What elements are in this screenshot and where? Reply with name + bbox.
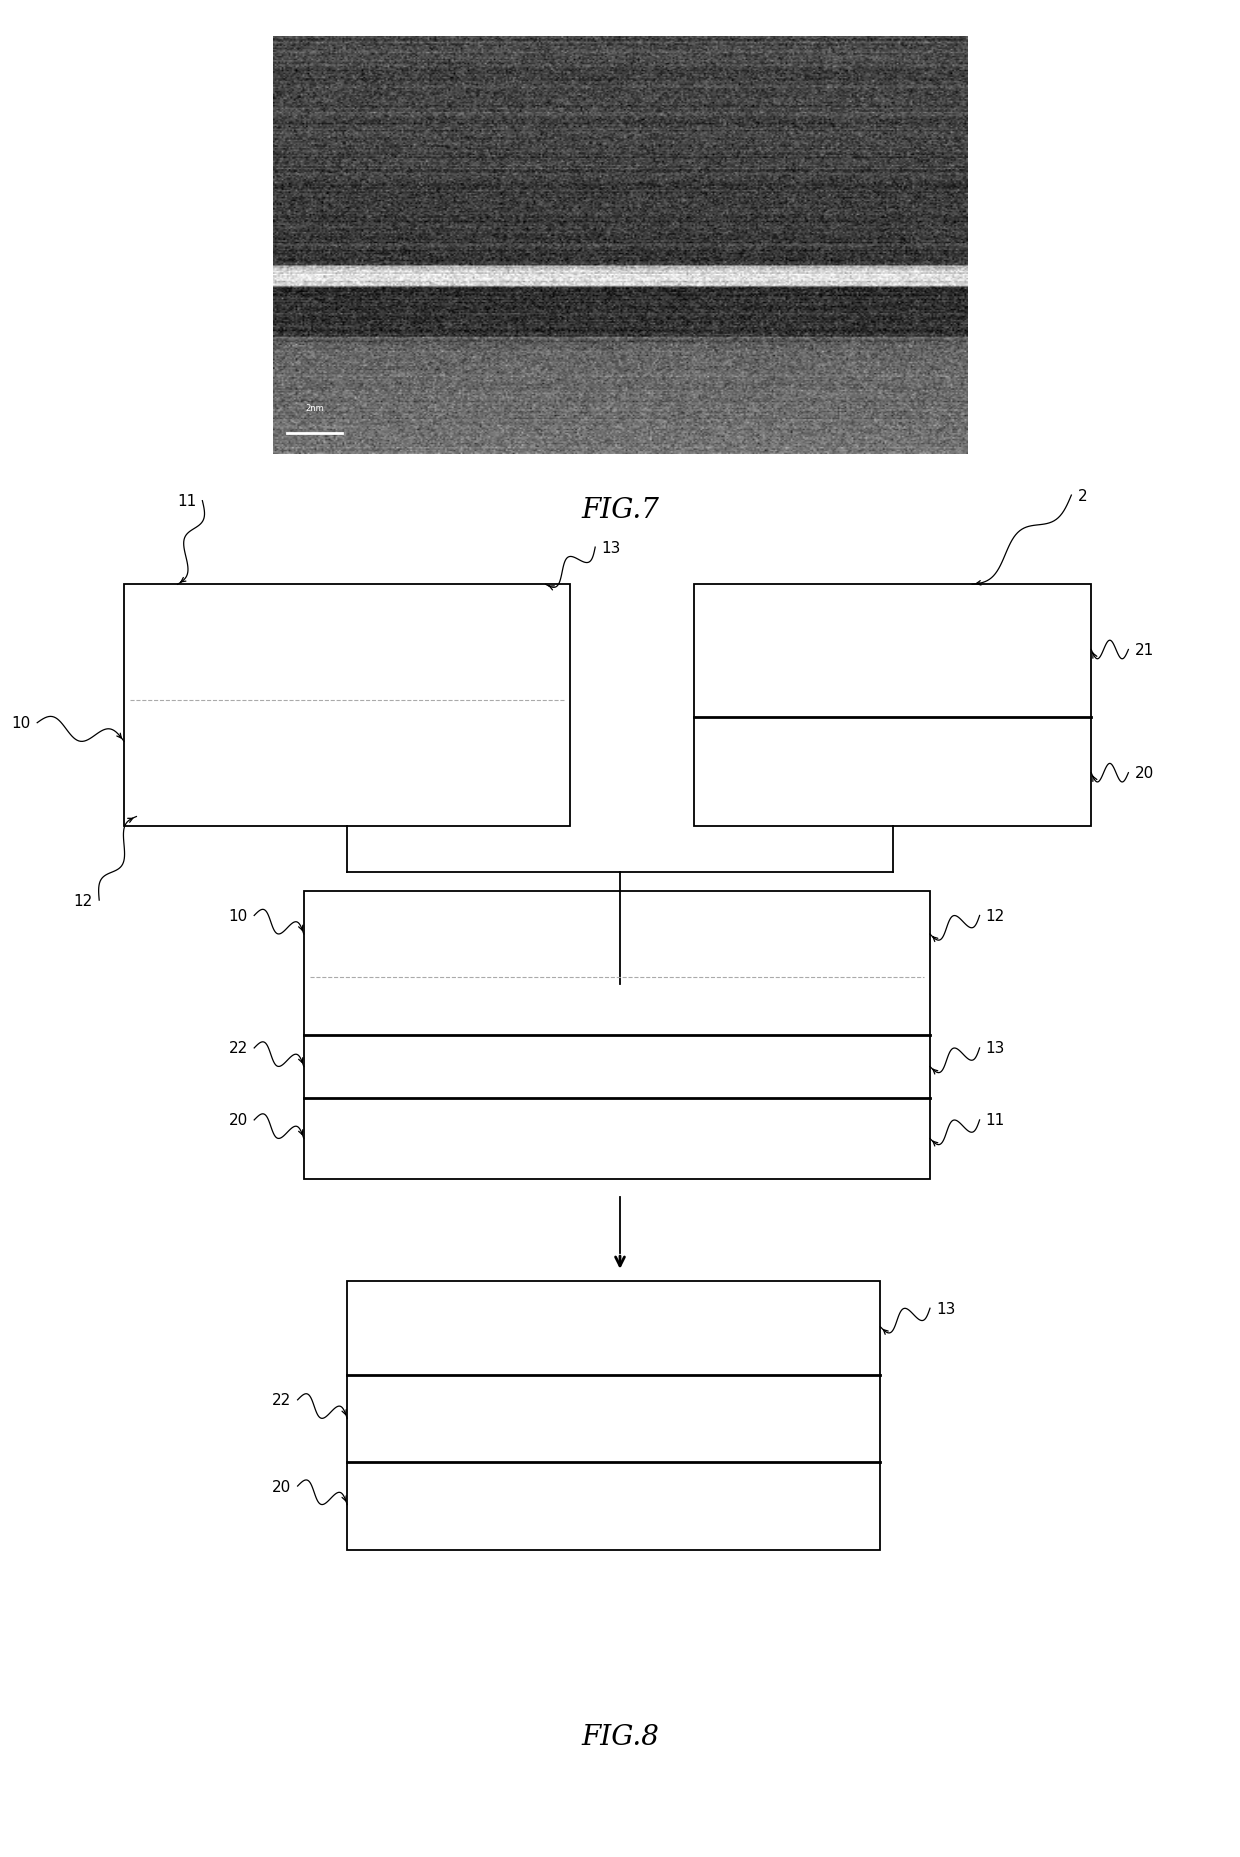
Text: FIG.7: FIG.7 bbox=[582, 498, 658, 524]
Text: 11: 11 bbox=[177, 494, 196, 509]
Text: 21: 21 bbox=[1135, 643, 1154, 657]
Text: FIG.8: FIG.8 bbox=[582, 1723, 658, 1749]
Text: 13: 13 bbox=[986, 1042, 1006, 1057]
Text: 10: 10 bbox=[11, 715, 31, 732]
Text: 22: 22 bbox=[228, 1042, 248, 1057]
Text: 13: 13 bbox=[601, 540, 621, 555]
Text: 22: 22 bbox=[272, 1393, 291, 1408]
Text: 12: 12 bbox=[73, 893, 93, 908]
Text: 20: 20 bbox=[272, 1478, 291, 1493]
Bar bbox=[124, 585, 570, 826]
Text: 20: 20 bbox=[228, 1112, 248, 1127]
Bar bbox=[694, 585, 1091, 826]
Bar bbox=[304, 891, 930, 1179]
Text: 12: 12 bbox=[986, 908, 1006, 923]
Text: 11: 11 bbox=[986, 1112, 1006, 1127]
Text: 10: 10 bbox=[228, 908, 248, 923]
Text: 13: 13 bbox=[936, 1302, 956, 1317]
Text: 2nm: 2nm bbox=[305, 405, 324, 414]
Text: 2: 2 bbox=[1078, 488, 1087, 503]
Text: 20: 20 bbox=[1135, 765, 1154, 780]
Bar bbox=[347, 1281, 880, 1551]
